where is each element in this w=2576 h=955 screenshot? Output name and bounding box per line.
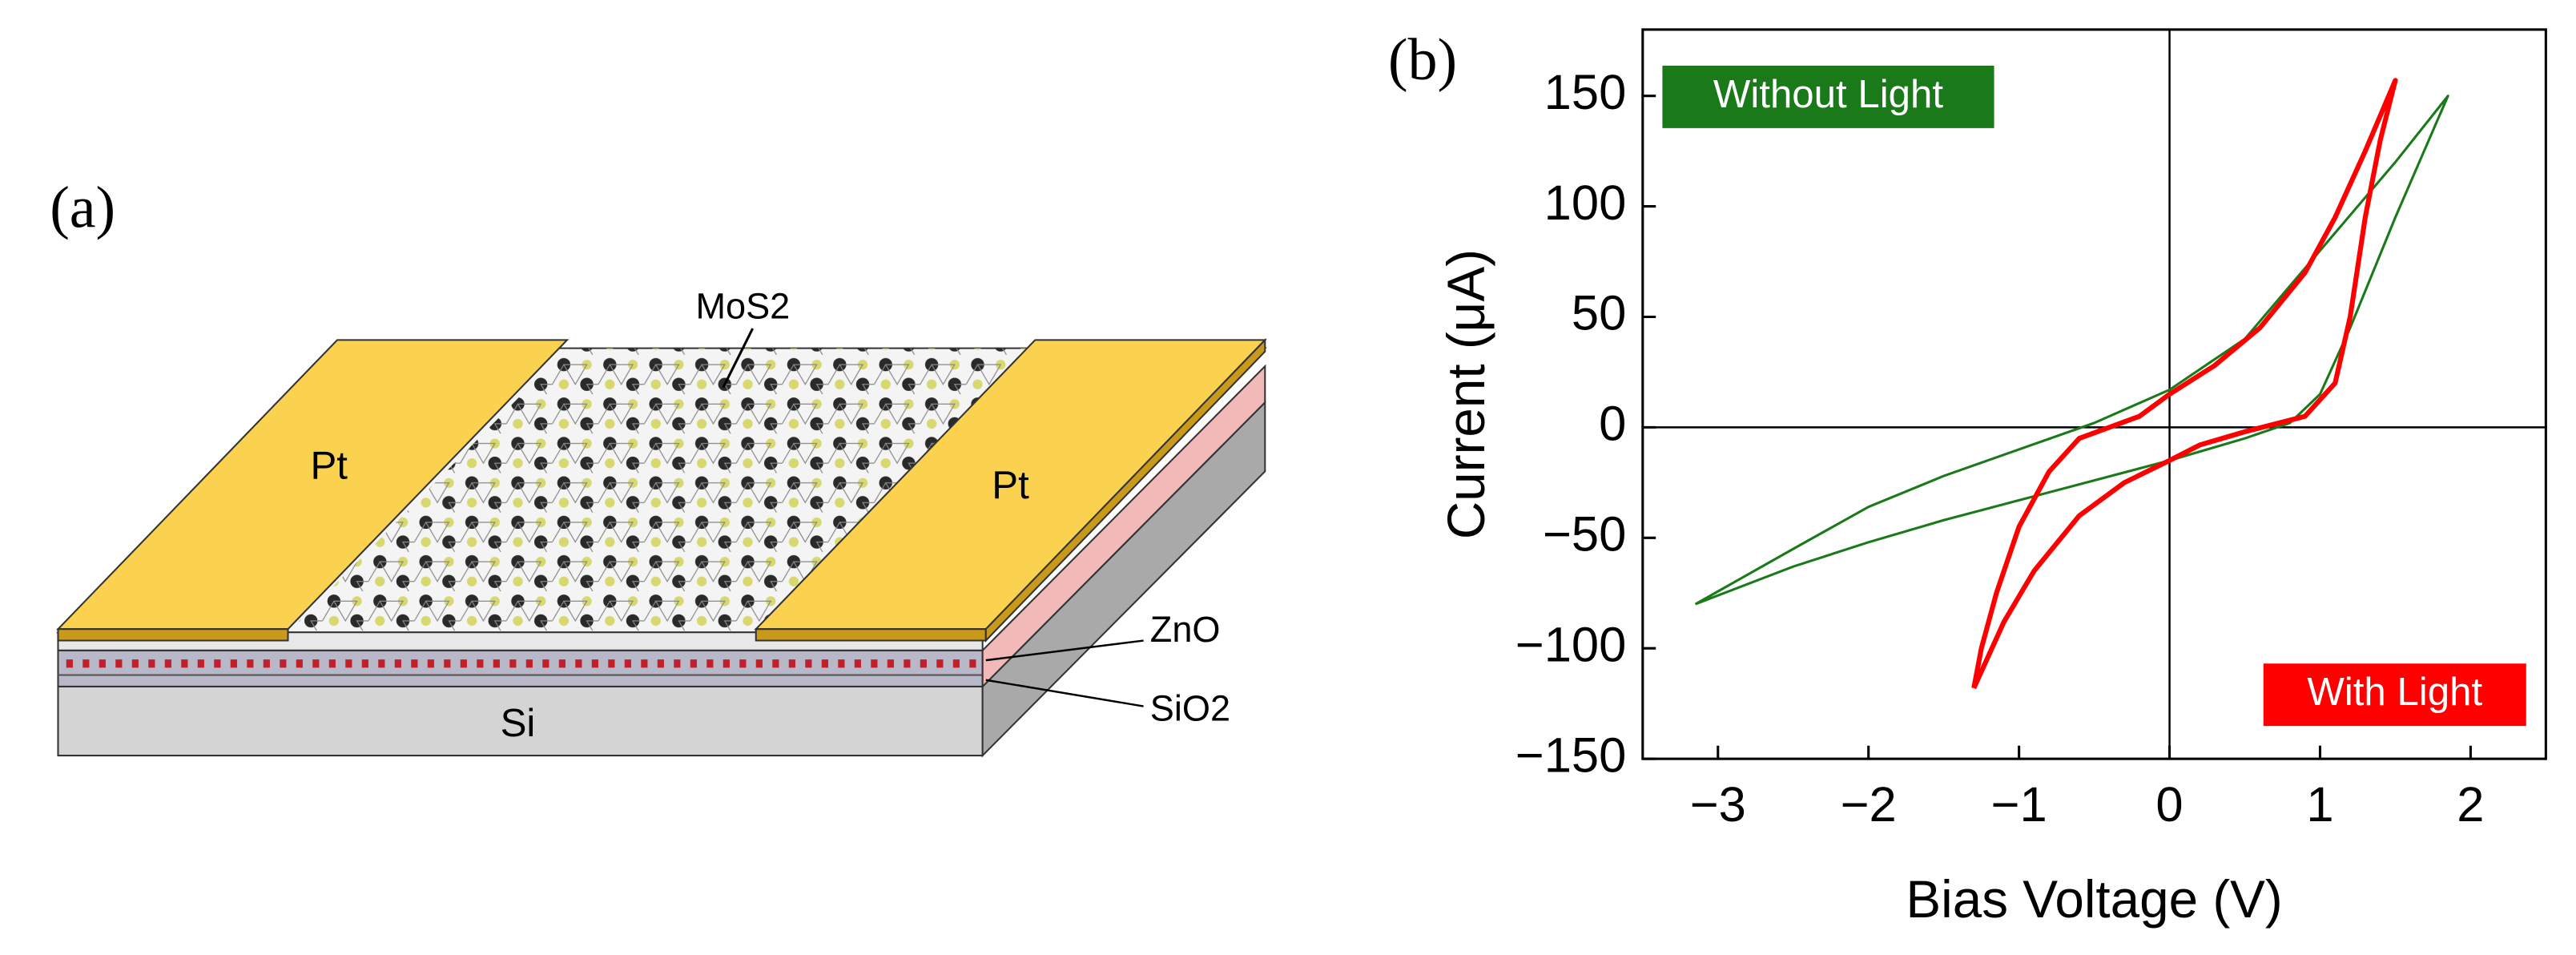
plot-frame [1641,28,2547,760]
y-tick-label: −100 [1515,617,1627,672]
sio2-label: SiO2 [1150,688,1230,729]
x-tick-label: −2 [1841,777,1897,832]
zno-front [57,649,984,687]
y-tick-label: 50 [1572,286,1626,341]
data-line [1971,78,2398,690]
mos2-lattice [288,348,1036,633]
arrow [722,328,755,389]
pt-right-edge [755,628,987,642]
pt-right-side [984,337,1266,643]
panel-label: (a) [50,174,115,240]
y-tick-label: 100 [1544,175,1627,231]
x-tick-label: 1 [2306,777,2333,832]
arrow [985,639,1144,662]
x-tick-label: 0 [2155,777,2183,832]
x-axis-title: Bias Voltage (V) [1906,870,2282,929]
y-tick-label: −150 [1515,727,1627,783]
y-tick-label: 0 [1599,397,1626,452]
mos2-label: MoS2 [695,285,790,326]
legend-box [1662,66,1994,128]
x-tick-label: 2 [2457,777,2484,832]
layer-side [981,364,1266,689]
x-tick-label: −3 [1690,777,1746,832]
si-label: Si [501,701,536,745]
y-tick-label: −50 [1543,507,1626,562]
layer-front [57,631,984,651]
pt-label: Pt [311,443,348,487]
legend-label: With Light [2307,670,2482,714]
pt-label: Pt [992,463,1029,507]
zno-label: ZnO [1150,609,1221,650]
legend-label: Without Light [1713,72,1943,116]
device-diagram: (a) Pt Pt MoS2 ZnO SiO2 Si [50,174,1267,758]
y-axis-title: Current (μA) [1437,249,1495,539]
x-tick-label: −1 [1991,777,2047,832]
arrow [985,679,1144,707]
y-tick-label: 150 [1544,65,1627,120]
data-line [1694,95,2449,606]
legend-box [2263,663,2526,727]
pt-left-edge [57,628,289,642]
panel-label: (b) [1388,26,1457,92]
